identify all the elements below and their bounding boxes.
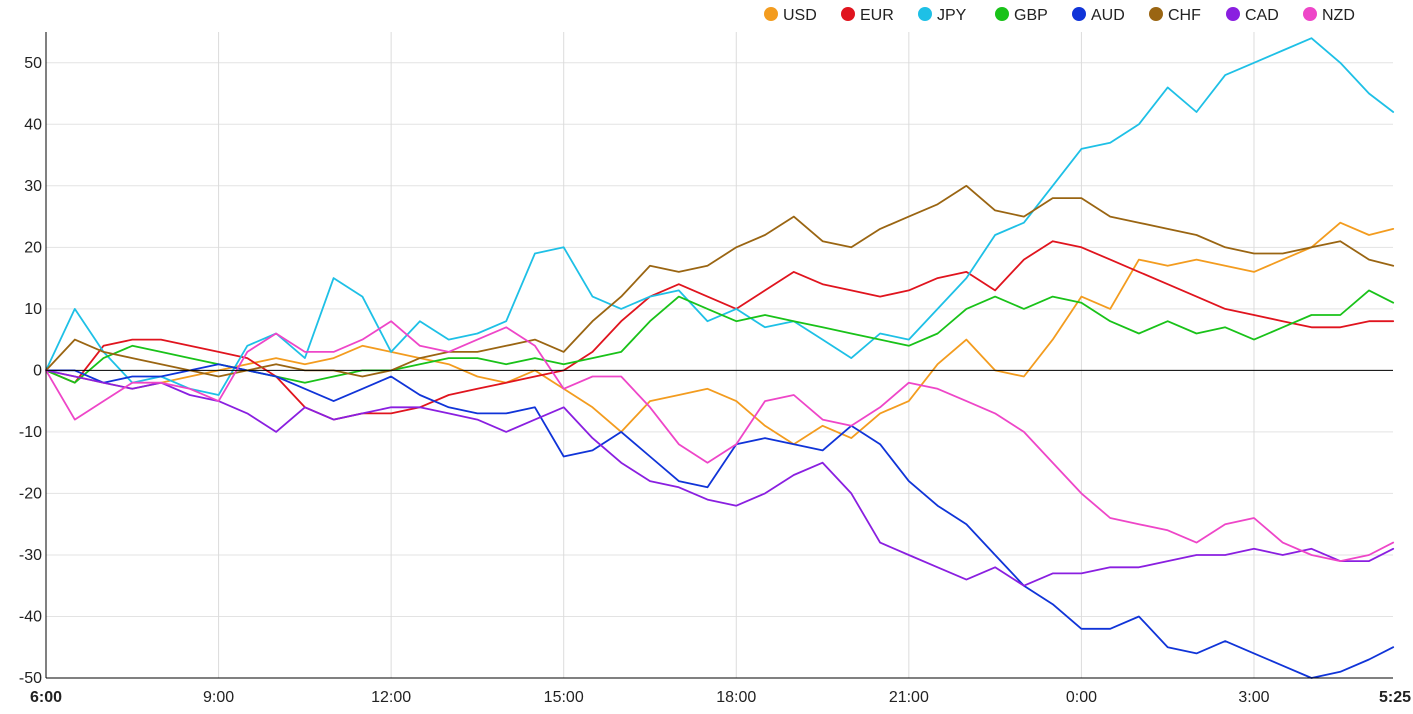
series-line-usd [45, 221, 1395, 446]
series-line-chf [45, 184, 1395, 378]
series-line-nzd [45, 320, 1395, 562]
series-line-eur [45, 240, 1395, 421]
legend-label: NZD [1322, 7, 1355, 24]
legend-marker [1072, 7, 1086, 21]
legend-item-nzd[interactable]: NZD [1303, 7, 1355, 24]
series-line-jpy [45, 37, 1395, 396]
legend-item-jpy[interactable]: JPY [918, 7, 967, 24]
x-tick-label: 0:00 [1066, 689, 1097, 706]
y-tick-label: -40 [19, 608, 42, 625]
series-line-gbp [45, 289, 1395, 384]
legend-marker [1303, 7, 1317, 21]
x-tick-label: 12:00 [371, 689, 411, 706]
legend-label: USD [783, 7, 817, 24]
y-tick-label: 0 [33, 362, 42, 379]
y-tick-label: -10 [19, 424, 42, 441]
series-lines [45, 37, 1395, 679]
grid [46, 32, 1393, 679]
legend-item-gbp[interactable]: GBP [995, 7, 1048, 24]
y-tick-label: 20 [24, 239, 42, 256]
y-tick-label: -50 [19, 670, 42, 687]
legend-marker [841, 7, 855, 21]
legend-label: AUD [1091, 7, 1125, 24]
x-tick-label: 6:00 [30, 689, 62, 706]
legend-marker [764, 7, 778, 21]
x-tick-label: 21:00 [889, 689, 929, 706]
series-line-aud [45, 363, 1395, 679]
x-tick-label: 18:00 [716, 689, 756, 706]
y-tick-label: -30 [19, 547, 42, 564]
legend-label: GBP [1014, 7, 1048, 24]
legend-item-aud[interactable]: AUD [1072, 7, 1125, 24]
legend-label: JPY [937, 7, 967, 24]
legend-marker [995, 7, 1009, 21]
legend-item-cad[interactable]: CAD [1226, 7, 1279, 24]
series-line-cad [45, 369, 1395, 587]
x-tick-label: 9:00 [203, 689, 234, 706]
x-tick-label: 15:00 [544, 689, 584, 706]
y-tick-label: -20 [19, 485, 42, 502]
legend-marker [1149, 7, 1163, 21]
y-tick-label: 30 [24, 178, 42, 195]
legend-item-usd[interactable]: USD [764, 7, 817, 24]
legend-label: CHF [1168, 7, 1201, 24]
legend-item-eur[interactable]: EUR [841, 7, 894, 24]
y-tick-label: 50 [24, 55, 42, 72]
axes: 50 40 30 20 10 0 -10 -20 -30 -40 -50 6:00 9:00 12:00 1… [19, 32, 1411, 706]
y-tick-label: 10 [24, 301, 42, 318]
legend-label: EUR [860, 7, 894, 24]
legend-marker [918, 7, 932, 21]
legend-item-chf[interactable]: CHF [1149, 7, 1201, 24]
x-tick-label: 3:00 [1238, 689, 1269, 706]
legend-label: CAD [1245, 7, 1279, 24]
x-tick-label: 5:25 [1379, 689, 1411, 706]
legend-marker [1226, 7, 1240, 21]
legend[interactable]: USD EUR JPY GBP AUD CHF CAD NZD [764, 7, 1355, 24]
y-tick-label: 40 [24, 116, 42, 133]
